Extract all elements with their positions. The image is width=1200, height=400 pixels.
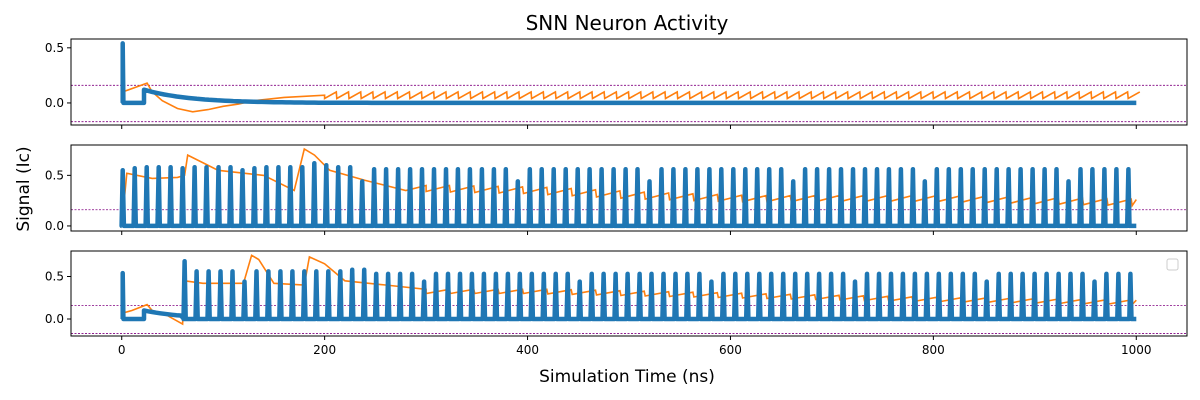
x-tick-label: 1000 <box>1121 343 1152 357</box>
y-tick-label: 0.5 <box>45 270 64 284</box>
plot-area <box>71 254 1187 334</box>
x-tick-label: 600 <box>719 343 742 357</box>
panels: 0.0 0.5 0.0 0.5 0.0 0.5 0 200 400 600 800 1000 <box>45 38 1188 357</box>
x-tick-label: 800 <box>922 343 945 357</box>
x-tick-label: 200 <box>313 343 336 357</box>
panel-frame <box>70 250 1188 337</box>
y-tick-label: 0.0 <box>45 96 64 110</box>
spike-series-line <box>120 41 1137 106</box>
state-series-line <box>122 254 1137 326</box>
y-tick-label: 0.5 <box>45 41 64 55</box>
x-axis-title: Simulation Time (ns) <box>539 367 715 387</box>
x-tick-label: 400 <box>516 343 539 357</box>
spike-series-line <box>119 160 1137 229</box>
state-series-line <box>122 82 1141 113</box>
state-series-line <box>121 147 1137 216</box>
panel-frame <box>70 38 1188 126</box>
panel-frame <box>70 144 1188 232</box>
spike-series-line <box>120 258 1137 322</box>
panel-2: 0.0 0.5 <box>45 144 1188 235</box>
y-tick-label: 0.5 <box>45 168 64 182</box>
y-axis-title: Signal (Ic) <box>14 146 34 231</box>
plot-area <box>71 41 1187 123</box>
panel-1: 0.0 0.5 <box>45 38 1188 129</box>
y-tick-label: 0.0 <box>45 312 64 326</box>
x-tick-label: 0 <box>118 343 126 357</box>
plot-area <box>71 147 1187 229</box>
chart-title: SNN Neuron Activity <box>526 11 729 35</box>
y-tick-label: 0.0 <box>45 219 64 233</box>
panel-3: 0.0 0.5 0 200 400 600 800 1000 <box>45 250 1188 357</box>
legend-box <box>1166 258 1179 271</box>
